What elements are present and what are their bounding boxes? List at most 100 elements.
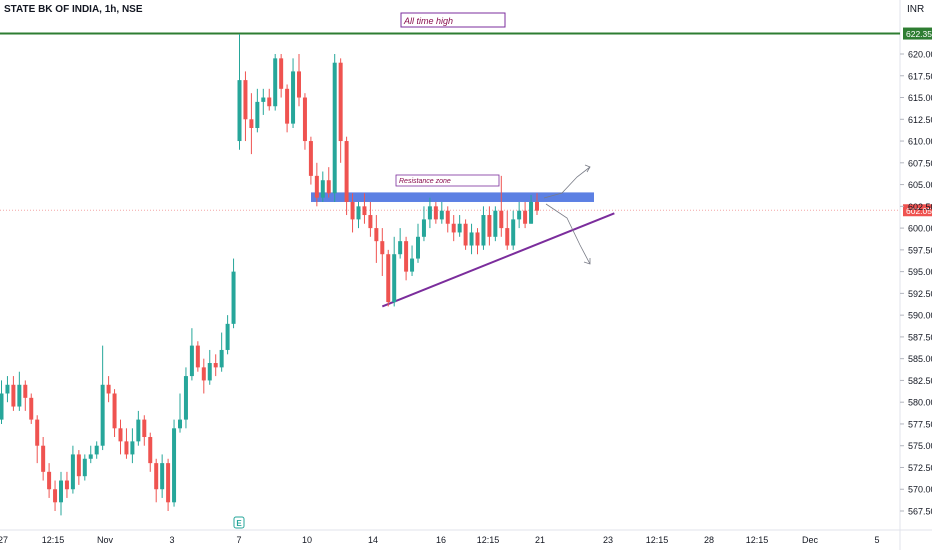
y-tick-label: 607.50 (908, 158, 932, 168)
bear-candle (386, 249, 391, 307)
candle-body (320, 180, 325, 198)
candle-body (314, 175, 319, 198)
y-tick-label: 577.50 (908, 419, 932, 429)
candle-body (517, 210, 522, 220)
bear-candle (11, 376, 16, 411)
symbol-title[interactable]: STATE BK OF INDIA, 1h, NSE (4, 4, 143, 15)
y-tick-label: 572.50 (908, 463, 932, 473)
bear-candle (338, 58, 343, 163)
bear-candle (350, 193, 355, 233)
candle-body (499, 210, 504, 229)
bear-candle (195, 341, 200, 372)
candle-body (404, 241, 409, 272)
y-tick-label: 570.00 (908, 485, 932, 495)
bull-candle (183, 367, 188, 429)
bear-candle (499, 175, 504, 237)
last-price-badge: 602.05 (903, 204, 932, 217)
bull-candle (457, 215, 462, 237)
candle-body (53, 489, 58, 503)
candle-body (374, 228, 379, 242)
candle-body (5, 384, 10, 394)
candle-body (511, 219, 516, 246)
candle-body (463, 223, 468, 246)
bull-candle (398, 228, 403, 259)
candle-body (195, 345, 200, 368)
candle-body (118, 428, 123, 442)
y-tick-label: 580.00 (908, 398, 932, 408)
candle-body (410, 258, 415, 272)
candle-body (41, 445, 46, 472)
x-tick-label: 12:15 (646, 535, 669, 545)
candle-body (35, 419, 40, 446)
bear-candle (523, 201, 528, 229)
y-tick-label: 582.50 (908, 376, 932, 386)
bear-candle (487, 206, 492, 246)
bull-candle (439, 201, 444, 224)
all-time-high-box (400, 12, 506, 28)
candle-body (201, 367, 206, 381)
bull-candle (517, 201, 522, 229)
bull-candle (273, 54, 278, 111)
candle-body (285, 88, 290, 124)
resistance-zone-annotation: Resistance zone (395, 174, 500, 187)
bull-candle (130, 428, 135, 464)
candle-body (100, 384, 105, 446)
bull-candle (511, 210, 516, 250)
bull-candle (421, 206, 426, 242)
candle-body (76, 454, 81, 477)
bull-candle (529, 195, 534, 224)
y-tick-label: 615.00 (908, 93, 932, 103)
candle-body (106, 384, 111, 394)
candle-body (207, 363, 212, 381)
bear-candle (112, 389, 117, 438)
bull-candle (70, 445, 75, 494)
overlay-layer: All time high Resistance zone E 622.35 602.0… (233, 12, 932, 529)
candle-body (142, 419, 147, 438)
candle-body (469, 232, 474, 246)
ath-badge-text: 622.35 (906, 29, 932, 39)
x-tick-label: 21 (535, 535, 545, 545)
earnings-marker-icon[interactable]: E (233, 516, 245, 529)
all-time-high-price-badge: 622.35 (903, 27, 932, 40)
bear-candle (154, 458, 159, 503)
bear-candle (124, 428, 129, 459)
bear-candle (326, 167, 331, 198)
bear-candle (308, 136, 313, 185)
candle-body (445, 210, 450, 224)
y-tick-label: 592.50 (908, 289, 932, 299)
candle-body (362, 206, 367, 216)
y-tick-label: 617.50 (908, 71, 932, 81)
bear-candle (41, 437, 46, 481)
bull-candle (392, 236, 397, 307)
bear-candle (285, 84, 290, 133)
bear-candle (344, 136, 349, 216)
candle-body (368, 215, 373, 229)
candle-body (261, 97, 266, 102)
x-tick-label: 14 (368, 535, 378, 545)
candle-body (225, 323, 230, 350)
all-time-high-label: All time high (403, 16, 453, 26)
earnings-marker-box (233, 516, 245, 529)
candle-body (70, 454, 75, 490)
bull-candle (427, 197, 432, 229)
x-tick-label: Dec (802, 535, 819, 545)
y-tick-label: 595.00 (908, 267, 932, 277)
ascending-trendline (381, 212, 615, 308)
bull-candle (332, 54, 337, 202)
bull-candle (231, 258, 236, 329)
y-tick-label: 612.50 (908, 115, 932, 125)
bear-candle (297, 54, 301, 107)
resistance-zone-box (395, 174, 500, 187)
bear-candle (362, 193, 367, 224)
candle-body (523, 210, 528, 224)
bear-candle (118, 419, 123, 455)
bear-candle (249, 93, 254, 155)
candle-body (0, 393, 4, 420)
y-tick-label: 585.00 (908, 354, 932, 364)
candle-body (308, 141, 313, 176)
bull-candle (255, 88, 260, 133)
bear-candle (53, 480, 58, 511)
candle-body (439, 210, 444, 220)
bull-candle (237, 33, 242, 150)
